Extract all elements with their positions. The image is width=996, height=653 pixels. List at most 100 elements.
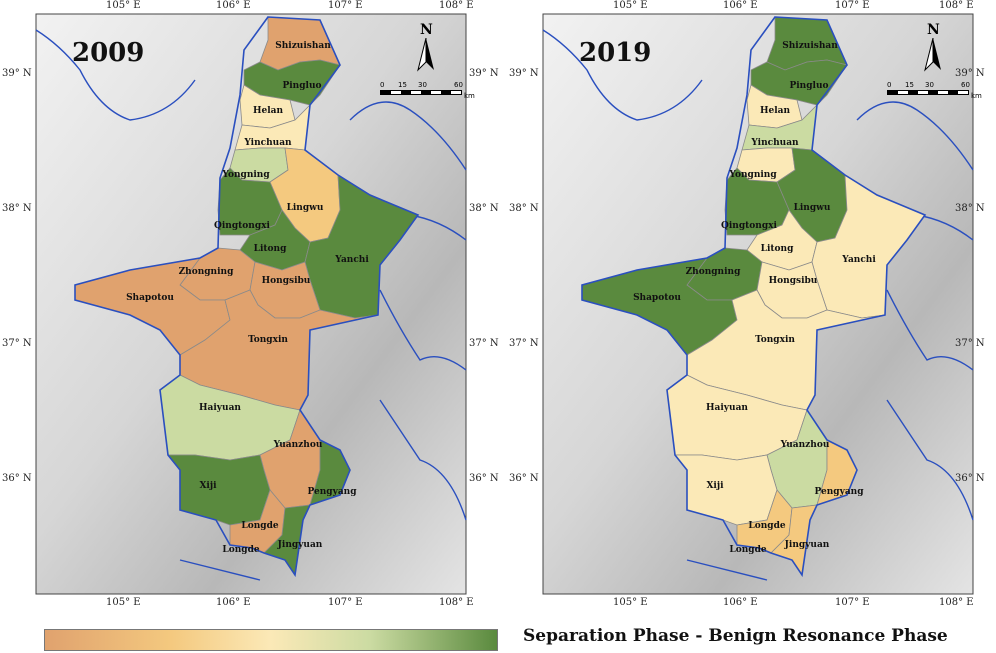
place-label-lingwu: Lingwu: [287, 203, 324, 213]
place-label-pengyang: Pengyang: [815, 487, 865, 497]
lat-tick-right: 37° N: [955, 338, 985, 349]
place-label-yinchuan: Yinchuan: [750, 138, 799, 148]
province-borders: [35, 29, 467, 581]
place-label-tongxin: Tongxin: [248, 335, 288, 345]
region-polygons: [581, 16, 926, 577]
lat-tick-right: 37° N: [469, 338, 499, 349]
place-label-zhongning: Zhongning: [686, 267, 741, 277]
lon-tick-top: 108° E: [939, 0, 974, 11]
scale-label-60: 60: [454, 81, 463, 89]
place-label-jingyuan: Jingyuan: [277, 540, 323, 550]
north-arrow-label: N: [420, 22, 433, 38]
place-label-yuanzhou: Yuanzhou: [780, 440, 830, 450]
place-label-xiji: Xiji: [706, 481, 724, 491]
lat-tick-left: 38° N: [2, 203, 32, 214]
lat-tick-right: 36° N: [955, 473, 985, 484]
place-label-shapotou: Shapotou: [633, 293, 681, 303]
lon-tick-bottom: 107° E: [328, 597, 363, 608]
place-label-pingluo: Pingluo: [283, 81, 322, 91]
lon-tick-top: 106° E: [723, 0, 758, 11]
year-label-2009: 2009: [72, 38, 145, 68]
scale-bar-graphic: [380, 90, 462, 95]
place-label-longde: Longde: [241, 521, 278, 531]
lon-tick-bottom: 106° E: [723, 597, 758, 608]
place-label-yongning: Yongning: [728, 170, 777, 180]
north-arrow-icon: [417, 38, 434, 72]
legend-color-ramp: [44, 629, 498, 651]
lat-tick-left: 36° N: [2, 473, 32, 484]
scale-unit: km: [971, 92, 982, 100]
place-label-pengyang: Pengyang: [308, 487, 358, 497]
lon-tick-top: 105° E: [613, 0, 648, 11]
place-label-shapotou: Shapotou: [126, 293, 174, 303]
place-label-yanchi: Yanchi: [334, 255, 369, 265]
lon-tick-top: 107° E: [328, 0, 363, 11]
region-pingluo: [243, 59, 341, 106]
lon-tick-bottom: 107° E: [835, 597, 870, 608]
map-svg-2009: Shizuishan Pingluo Helan Yinchuan Yongning Li…: [35, 13, 467, 595]
lat-tick-left: 36° N: [509, 473, 539, 484]
lat-tick-left: 38° N: [509, 203, 539, 214]
lat-tick-right: 38° N: [955, 203, 985, 214]
place-label-yongning: Yongning: [221, 170, 270, 180]
scale-label-30: 30: [925, 81, 934, 89]
region-polygons: [74, 16, 419, 577]
map-svg-2019: Shizuishan Pingluo Helan Yinchuan Yongning Li…: [542, 13, 974, 595]
place-label-zhongning: Zhongning: [179, 267, 234, 277]
scale-label-30: 30: [418, 81, 427, 89]
place-label-longde: Longde: [729, 545, 766, 555]
lon-tick-bottom: 105° E: [613, 597, 648, 608]
scale-bar: 0 15 30 60 km: [887, 81, 982, 102]
lat-tick-right: 39° N: [955, 68, 985, 79]
place-label-xiji: Xiji: [199, 481, 217, 491]
place-label-haiyuan: Haiyuan: [706, 403, 748, 413]
lat-tick-left: 39° N: [2, 68, 32, 79]
lat-tick-right: 39° N: [469, 68, 499, 79]
year-label-2019: 2019: [579, 38, 652, 68]
lat-tick-right: 36° N: [469, 473, 499, 484]
place-label-yuanzhou: Yuanzhou: [273, 440, 323, 450]
place-label-jingyuan: Jingyuan: [784, 540, 830, 550]
lon-tick-bottom: 108° E: [939, 597, 974, 608]
scale-label-15: 15: [905, 81, 914, 89]
place-label-qingtongxi: Qingtongxi: [721, 221, 777, 231]
place-label-qingtongxi: Qingtongxi: [214, 221, 270, 231]
lat-tick-left: 37° N: [509, 338, 539, 349]
lon-tick-top: 107° E: [835, 0, 870, 11]
scale-bar-graphic: [887, 90, 969, 95]
legend-label: Separation Phase - Benign Resonance Phas…: [523, 626, 948, 646]
place-label-pingluo: Pingluo: [790, 81, 829, 91]
north-arrow-label: N: [927, 22, 940, 38]
scale-unit: km: [464, 92, 475, 100]
place-label-shizuishan: Shizuishan: [782, 41, 838, 51]
place-label-longde: Longde: [222, 545, 259, 555]
lon-tick-top: 106° E: [216, 0, 251, 11]
north-arrow: N: [414, 22, 444, 84]
place-label-tongxin: Tongxin: [755, 335, 795, 345]
place-label-longde: Longde: [748, 521, 785, 531]
lon-tick-bottom: 106° E: [216, 597, 251, 608]
lon-tick-top: 105° E: [106, 0, 141, 11]
lon-tick-bottom: 108° E: [439, 597, 474, 608]
place-label-haiyuan: Haiyuan: [199, 403, 241, 413]
ningxia-outline: [74, 16, 420, 578]
place-label-helan: Helan: [760, 106, 790, 116]
place-label-litong: Litong: [761, 244, 794, 254]
place-label-yinchuan: Yinchuan: [243, 138, 292, 148]
ningxia-outline: [581, 16, 927, 578]
place-label-helan: Helan: [253, 106, 283, 116]
map-panel-2019: Shizuishan Pingluo Helan Yinchuan Yongning Li…: [509, 0, 987, 608]
scale-label-0: 0: [887, 81, 892, 89]
scale-bar: 0 15 30 60 km: [380, 81, 475, 102]
place-label-yanchi: Yanchi: [841, 255, 876, 265]
map-panel-2009: Shizuishan Pingluo Helan Yinchuan Yongning Li…: [2, 0, 499, 608]
place-label-hongsibu: Hongsibu: [262, 276, 311, 286]
scale-label-0: 0: [380, 81, 385, 89]
scale-label-15: 15: [398, 81, 407, 89]
north-arrow-icon: [924, 38, 941, 72]
region-pingluo: [750, 59, 848, 106]
scale-label-60: 60: [961, 81, 970, 89]
lat-tick-right: 38° N: [469, 203, 499, 214]
lon-tick-top: 108° E: [439, 0, 474, 11]
place-label-hongsibu: Hongsibu: [769, 276, 818, 286]
